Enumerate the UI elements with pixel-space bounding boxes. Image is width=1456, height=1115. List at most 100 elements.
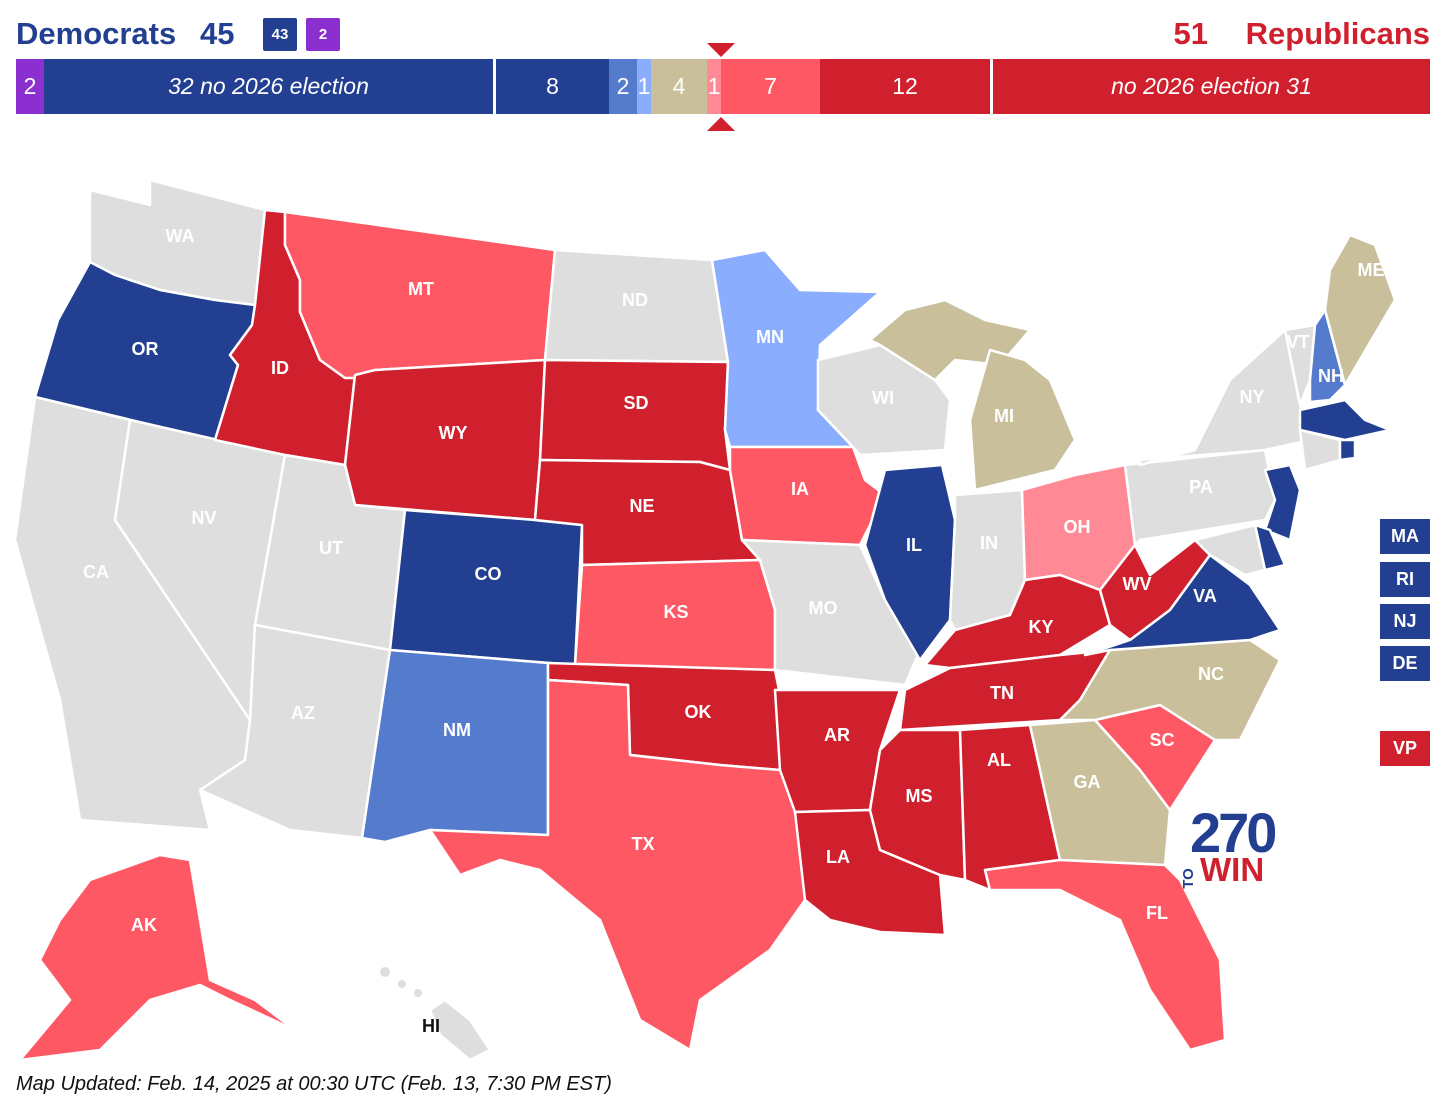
state-label-sc: SC xyxy=(1149,730,1174,750)
state-hi-island xyxy=(398,980,406,988)
republicans-title: Republicans xyxy=(1245,16,1430,51)
header: Democrats 45 43 2 51 Republicans xyxy=(16,16,1430,56)
state-label-wy: WY xyxy=(439,423,468,443)
seat-segment-label: 8 xyxy=(546,73,559,99)
state-label-la: LA xyxy=(826,847,850,867)
state-fl[interactable] xyxy=(983,858,1227,1052)
state-label-vt: VT xyxy=(1286,332,1309,352)
small-state-nj[interactable]: NJ xyxy=(1380,604,1430,639)
state-label-wv: WV xyxy=(1123,574,1152,594)
logo-win: WIN xyxy=(1200,851,1265,888)
seat-segment-label: 2 xyxy=(616,73,630,99)
state-label-al: AL xyxy=(987,750,1011,770)
state-label-va: VA xyxy=(1193,586,1217,606)
seat-segment-tossup[interactable]: 4 xyxy=(651,59,707,114)
state-hi-island xyxy=(414,989,422,997)
state-label-nd: ND xyxy=(622,290,648,310)
state-label-nc: NC xyxy=(1198,664,1224,684)
democrats-total: 45 xyxy=(200,16,235,51)
seat-segment-safe-rep[interactable]: 12 xyxy=(820,59,990,114)
state-label-ky: KY xyxy=(1028,617,1053,637)
seat-segment-label: 1 xyxy=(707,73,721,99)
state-label-pa: PA xyxy=(1189,477,1213,497)
state-label-hi: HI xyxy=(422,1016,440,1036)
state-label-ms: MS xyxy=(906,786,933,806)
vice-president-box[interactable]: VP xyxy=(1380,731,1430,766)
state-label-ks: KS xyxy=(663,602,688,622)
state-nm[interactable] xyxy=(360,648,550,844)
state-label-ok: OK xyxy=(685,702,712,722)
seat-segment-dem-no-election[interactable]: 32 no 2026 election xyxy=(44,59,493,114)
state-label-nh: NH xyxy=(1318,366,1344,386)
state-tx[interactable] xyxy=(428,678,807,1052)
seat-segment-lean-dem[interactable]: 1 xyxy=(637,59,651,114)
state-label-tn: TN xyxy=(990,683,1014,703)
majority-marker-top-icon xyxy=(707,43,735,57)
democrats-title: Democrats xyxy=(16,16,177,51)
state-label-tx: TX xyxy=(631,834,654,854)
state-nj[interactable] xyxy=(1263,463,1302,542)
state-il[interactable] xyxy=(863,463,957,662)
state-label-oh: OH xyxy=(1064,517,1091,537)
democrat-party-seats-badge: 43 xyxy=(263,18,297,51)
state-co[interactable] xyxy=(388,508,584,667)
state-label-mn: MN xyxy=(756,327,784,347)
state-label-az: AZ xyxy=(291,703,315,723)
state-nc[interactable] xyxy=(1058,638,1282,742)
state-me[interactable] xyxy=(1323,233,1397,387)
state-label-id: ID xyxy=(271,358,289,378)
state-label-mi: MI xyxy=(994,406,1014,426)
state-label-fl: FL xyxy=(1146,903,1168,923)
logo-to: TO xyxy=(1179,868,1197,889)
seat-segment-label: 32 no 2026 election xyxy=(168,73,369,99)
state-label-sd: SD xyxy=(623,393,648,413)
state-label-mt: MT xyxy=(408,279,434,299)
logo-number: 270 xyxy=(1190,801,1277,864)
state-ny[interactable] xyxy=(1138,328,1312,467)
state-label-co: CO xyxy=(475,564,502,584)
state-label-nm: NM xyxy=(443,720,471,740)
state-label-ar: AR xyxy=(824,725,850,745)
state-hi[interactable] xyxy=(428,998,492,1062)
majority-marker-bottom-icon xyxy=(707,117,735,131)
state-mo[interactable] xyxy=(740,538,922,687)
state-label-ga: GA xyxy=(1074,772,1101,792)
seat-segment-likely-rep[interactable]: 7 xyxy=(721,59,820,114)
seat-segment-label: 7 xyxy=(764,73,777,99)
seat-segment-likely-dem[interactable]: 2 xyxy=(609,59,637,114)
state-hi-island xyxy=(380,967,390,977)
state-label-ia: IA xyxy=(791,479,809,499)
seat-segment-rep-no-election[interactable]: no 2026 election 31 xyxy=(990,59,1430,114)
seat-segment-label: 12 xyxy=(892,73,918,99)
state-label-ca: CA xyxy=(83,562,109,582)
seat-bar: 2 32 no 2026 election 8 2 1 4 1 7 12 no … xyxy=(16,59,1430,114)
republicans-total: 51 xyxy=(1173,16,1208,51)
seat-segment-safe-dem[interactable]: 8 xyxy=(493,59,609,114)
state-label-or: OR xyxy=(132,339,159,359)
seat-segment-label: no 2026 election 31 xyxy=(1111,73,1312,99)
small-state-ma[interactable]: MA xyxy=(1380,519,1430,554)
seat-segment-label: 4 xyxy=(672,73,686,99)
state-label-wi: WI xyxy=(872,388,894,408)
state-md[interactable] xyxy=(1193,523,1267,577)
map-updated-note: Map Updated: Feb. 14, 2025 at 00:30 UTC … xyxy=(16,1073,612,1095)
state-label-me: ME xyxy=(1358,260,1385,280)
state-label-ut: UT xyxy=(319,538,343,558)
state-ak[interactable] xyxy=(18,853,297,1062)
seat-segment-label: 2 xyxy=(23,73,37,99)
seat-segment-lean-rep[interactable]: 1 xyxy=(707,59,721,114)
state-label-nv: NV xyxy=(191,508,216,528)
small-state-ri[interactable]: RI xyxy=(1380,562,1430,597)
small-state-de[interactable]: DE xyxy=(1380,646,1430,681)
state-label-ny: NY xyxy=(1239,387,1264,407)
state-label-ne: NE xyxy=(629,496,654,516)
state-va[interactable] xyxy=(1083,553,1282,657)
independent-seats-badge: 2 xyxy=(306,18,340,51)
state-ri[interactable] xyxy=(1338,438,1357,462)
state-mi[interactable] xyxy=(968,348,1077,492)
seat-segment-label: 1 xyxy=(637,73,651,99)
state-label-il: IL xyxy=(906,535,922,555)
seat-segment-independent[interactable]: 2 xyxy=(16,59,44,114)
state-sd[interactable] xyxy=(538,358,732,472)
